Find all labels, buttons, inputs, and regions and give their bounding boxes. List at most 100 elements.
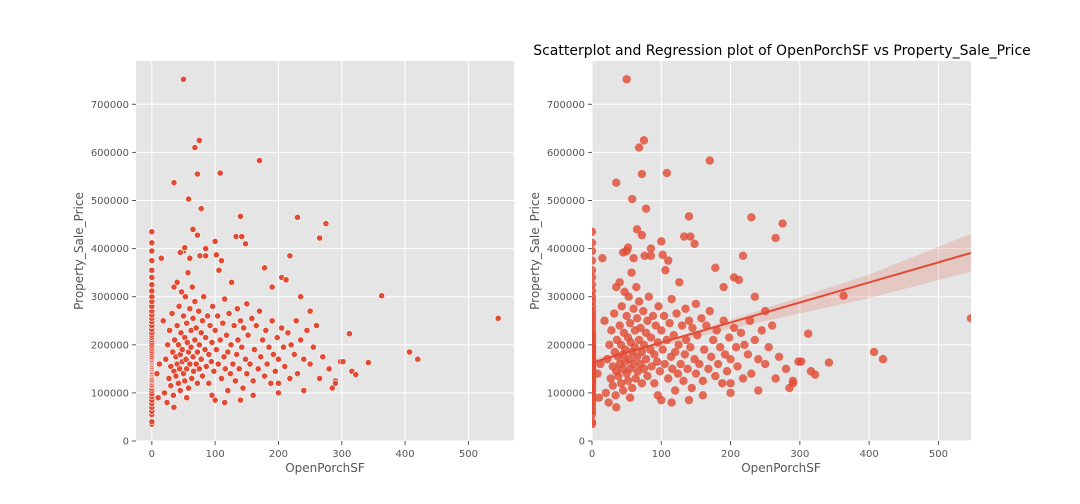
data-point: [191, 298, 199, 305]
data-point: [202, 363, 210, 370]
data-point: [191, 336, 199, 344]
data-point: [223, 331, 230, 339]
data-point: [275, 379, 282, 387]
right-x-ticks: 0 100 200 300 400 500: [589, 441, 948, 460]
data-point: [722, 367, 732, 376]
data-point: [634, 297, 644, 306]
data-point: [278, 324, 286, 332]
data-point: [636, 323, 645, 333]
data-point: [612, 403, 621, 412]
data-point: [609, 309, 619, 318]
data-point: [306, 307, 314, 315]
data-point: [750, 335, 760, 345]
data-point: [683, 364, 692, 374]
data-point: [148, 257, 156, 265]
data-point: [601, 388, 611, 398]
data-point: [208, 391, 216, 399]
data-point: [687, 383, 696, 393]
left-scatter-panel: 0 100 200 300 400 500 0 100000 200000 300000 4000…: [72, 61, 514, 475]
data-point: [325, 365, 333, 373]
data-point: [668, 364, 677, 374]
data-point: [148, 274, 156, 281]
data-point: [210, 367, 218, 375]
data-point: [767, 321, 777, 330]
data-point: [733, 362, 742, 371]
data-point: [653, 391, 663, 400]
data-point: [273, 334, 281, 341]
data-point: [184, 269, 192, 277]
data-point: [162, 355, 170, 363]
data-point: [592, 280, 597, 289]
y-tick-label: 500000: [547, 196, 585, 207]
data-point: [282, 276, 290, 284]
data-point: [220, 353, 228, 361]
data-point: [267, 379, 275, 387]
data-point: [704, 364, 713, 374]
data-point: [674, 340, 683, 349]
data-point: [221, 365, 229, 373]
data-point: [238, 233, 246, 240]
data-point: [197, 329, 205, 337]
data-point: [643, 371, 652, 381]
data-point: [632, 314, 642, 323]
data-point: [159, 317, 167, 325]
data-point: [206, 322, 214, 329]
data-point: [170, 283, 178, 291]
data-point: [625, 318, 635, 328]
data-point: [148, 239, 156, 247]
data-point: [676, 359, 685, 369]
data-point: [745, 316, 755, 325]
data-point: [197, 205, 205, 213]
data-point: [650, 379, 659, 388]
data-point: [232, 233, 240, 240]
data-point: [238, 343, 246, 351]
data-point: [339, 358, 347, 366]
data-point: [695, 359, 704, 369]
y-tick-label: 600000: [547, 148, 585, 159]
data-point: [660, 359, 669, 369]
data-point: [163, 399, 171, 406]
data-point: [175, 379, 182, 387]
data-point: [233, 351, 241, 358]
data-point: [262, 326, 270, 334]
data-point: [740, 340, 749, 349]
y-tick-label: 400000: [547, 244, 585, 255]
data-point: [286, 252, 294, 260]
data-point: [781, 364, 791, 374]
data-point: [176, 387, 184, 394]
data-point: [684, 316, 694, 325]
data-point: [246, 360, 254, 368]
data-point: [281, 363, 289, 370]
data-point: [797, 357, 806, 366]
data-point: [700, 345, 709, 354]
data-point: [788, 379, 798, 388]
data-point: [259, 336, 267, 344]
data-point: [677, 321, 687, 330]
data-point: [617, 302, 626, 311]
data-point: [754, 386, 763, 395]
data-point: [186, 305, 194, 313]
y-tick-label: 700000: [91, 100, 129, 111]
data-point: [640, 251, 649, 261]
data-point: [209, 302, 217, 310]
data-point: [213, 251, 220, 259]
data-point: [738, 374, 748, 383]
data-point: [186, 254, 194, 262]
right-regression-panel: 0 100 200 300 400 500 0 100000 200000 300000 4000…: [528, 61, 971, 475]
data-point: [148, 418, 156, 426]
data-point: [173, 278, 181, 286]
data-point: [263, 360, 271, 368]
data-point: [297, 293, 305, 301]
data-point: [240, 324, 248, 332]
data-point: [271, 367, 279, 375]
data-point: [664, 256, 673, 265]
data-point: [691, 369, 701, 378]
data-point: [669, 330, 678, 340]
data-point: [592, 246, 597, 256]
data-point: [869, 347, 879, 357]
data-point: [658, 345, 667, 354]
data-point: [659, 311, 669, 321]
data-point: [181, 293, 189, 301]
data-point: [316, 375, 324, 382]
